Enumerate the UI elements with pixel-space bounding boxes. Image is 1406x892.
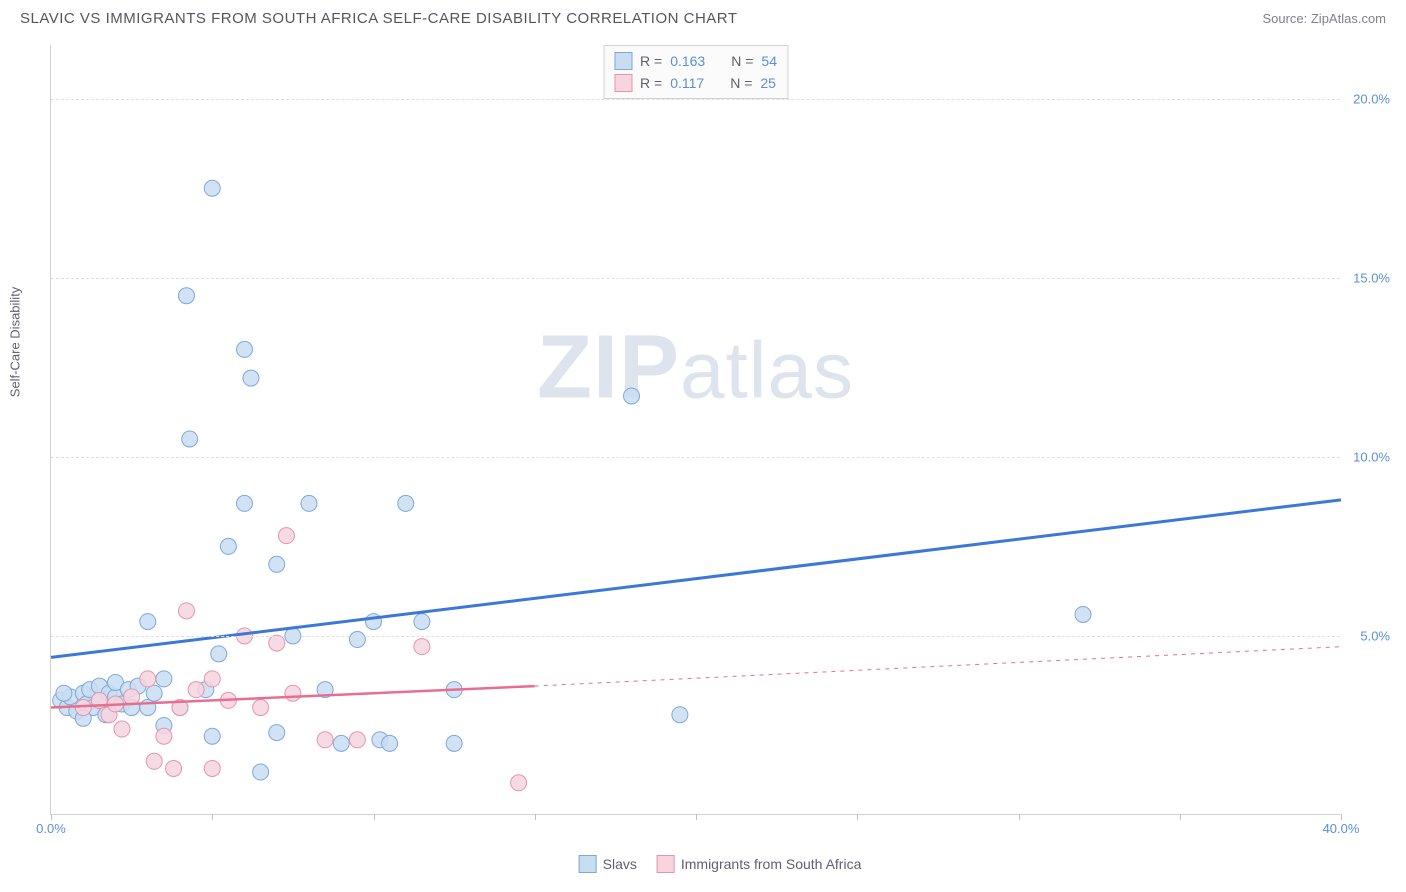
scatter-point (269, 635, 285, 651)
legend-item: Immigrants from South Africa (657, 855, 862, 873)
scatter-point (349, 632, 365, 648)
stat-r-label: R = (640, 53, 662, 69)
x-tick (374, 814, 375, 820)
scatter-point (178, 288, 194, 304)
scatter-point (414, 614, 430, 630)
scatter-point (188, 682, 204, 698)
legend-label: Slavs (603, 856, 637, 872)
stats-box: R = 0.163 N = 54 R = 0.117 N = 25 (603, 45, 788, 99)
x-tick-label: 0.0% (36, 821, 66, 836)
x-tick (535, 814, 536, 820)
scatter-point (237, 341, 253, 357)
x-tick (212, 814, 213, 820)
y-tick-label: 10.0% (1345, 449, 1390, 464)
chart-title: SLAVIC VS IMMIGRANTS FROM SOUTH AFRICA S… (20, 10, 738, 27)
scatter-point (253, 700, 269, 716)
scatter-point (220, 538, 236, 554)
scatter-point (278, 528, 294, 544)
legend-label: Immigrants from South Africa (681, 856, 862, 872)
scatter-point (166, 760, 182, 776)
scatter-point (398, 495, 414, 511)
grid-line (51, 99, 1340, 100)
scatter-point (114, 721, 130, 737)
stats-row: R = 0.117 N = 25 (614, 72, 777, 94)
regression-line (51, 500, 1341, 658)
scatter-point (204, 728, 220, 744)
regression-line-extended (535, 647, 1341, 686)
scatter-point (624, 388, 640, 404)
scatter-point (333, 735, 349, 751)
x-tick (1341, 814, 1342, 820)
grid-line (51, 278, 1340, 279)
bottom-legend: Slavs Immigrants from South Africa (579, 855, 862, 873)
stat-r-label: R = (640, 75, 662, 91)
scatter-point (204, 671, 220, 687)
scatter-point (301, 495, 317, 511)
x-tick-label: 40.0% (1323, 821, 1360, 836)
grid-line (51, 636, 1340, 637)
scatter-point (140, 614, 156, 630)
x-tick (1019, 814, 1020, 820)
scatter-point (269, 725, 285, 741)
scatter-point (124, 689, 140, 705)
scatter-point (178, 603, 194, 619)
legend-item: Slavs (579, 855, 637, 873)
scatter-point (204, 760, 220, 776)
scatter-point (156, 728, 172, 744)
legend-swatch (614, 52, 632, 70)
scatter-point (511, 775, 527, 791)
scatter-point (140, 671, 156, 687)
scatter-point (382, 735, 398, 751)
y-axis-label: Self-Care Disability (8, 287, 23, 398)
y-tick-label: 20.0% (1345, 91, 1390, 106)
scatter-point (672, 707, 688, 723)
scatter-point (269, 556, 285, 572)
stat-r-value: 0.117 (670, 75, 704, 91)
stat-r-value: 0.163 (670, 53, 705, 69)
scatter-point (243, 370, 259, 386)
scatter-point (414, 639, 430, 655)
scatter-point (146, 753, 162, 769)
scatter-point (204, 180, 220, 196)
scatter-point (349, 732, 365, 748)
stat-n-value: 54 (761, 53, 777, 69)
legend-swatch (579, 855, 597, 873)
y-tick-label: 5.0% (1345, 628, 1390, 643)
legend-swatch (614, 74, 632, 92)
scatter-point (285, 685, 301, 701)
x-tick (696, 814, 697, 820)
plot-wrap: Self-Care Disability ZIPatlas R =0.163N … (50, 45, 1390, 845)
stats-row: R = 0.163 N = 54 (614, 50, 777, 72)
stat-n-label: N = (731, 53, 753, 69)
source-label: Source: ZipAtlas.com (1262, 11, 1386, 26)
scatter-point (146, 685, 162, 701)
plot-area: ZIPatlas R =0.163N =54R =0.117N =25 5.0%… (50, 45, 1340, 815)
scatter-point (317, 732, 333, 748)
scatter-point (182, 431, 198, 447)
scatter-point (211, 646, 227, 662)
stat-n-value: 25 (760, 75, 776, 91)
scatter-point (253, 764, 269, 780)
plot-svg (51, 45, 1340, 814)
scatter-point (156, 671, 172, 687)
stat-n-label: N = (730, 75, 752, 91)
x-tick (51, 814, 52, 820)
scatter-point (56, 685, 72, 701)
scatter-point (237, 495, 253, 511)
legend-swatch (657, 855, 675, 873)
scatter-point (1075, 606, 1091, 622)
x-tick (857, 814, 858, 820)
grid-line (51, 457, 1340, 458)
x-tick (1180, 814, 1181, 820)
y-tick-label: 15.0% (1345, 270, 1390, 285)
scatter-point (446, 735, 462, 751)
